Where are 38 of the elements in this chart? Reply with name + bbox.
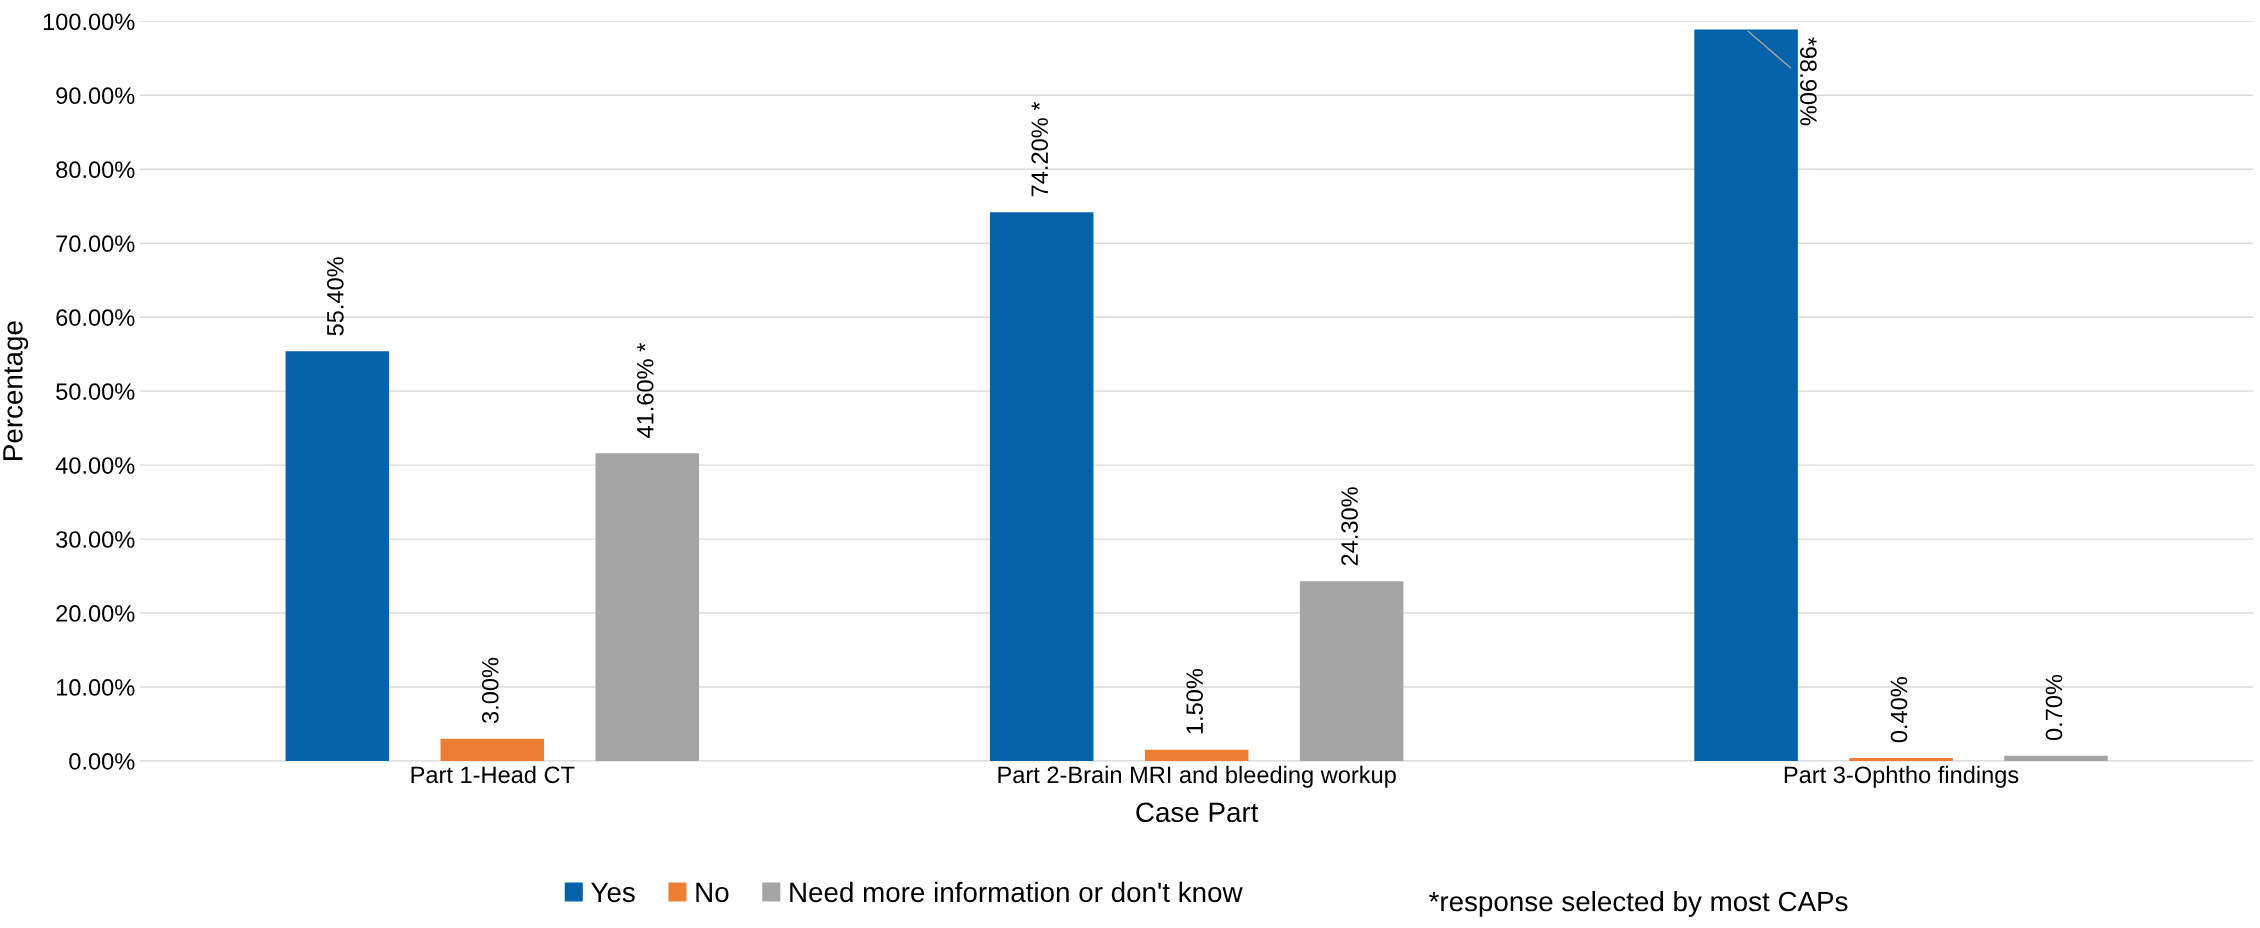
data-label: 0.70% [2045,674,2063,741]
bar [989,212,1094,761]
legend-label: No [696,882,729,903]
data-label: 55.40% [326,257,344,336]
legend-label: Yes [591,882,635,903]
y-tick-label: 10.00% [56,679,135,696]
y-tick-label: 0.00% [69,753,135,770]
y-tick-label: 40.00% [55,457,135,474]
bar [595,453,700,761]
x-tick-label: Part 2-Brain MRI and bleeding workup [998,765,1396,788]
x-tick-label: Part 1-Head CT [411,765,575,784]
y-tick-label: 80.00% [56,161,135,179]
text: *response selected by most CAPs [1428,890,1848,917]
y-tick-label: 30.00% [56,531,135,548]
bar [2004,755,2108,761]
y-axis-title: Percentage [3,321,29,460]
data-label: *98.90% [1800,37,1817,126]
data-label: 41.60% * [636,343,654,438]
y-tick-label: 90.00% [56,87,135,105]
x-axis-title: Case Part [1136,802,1259,823]
data-label: 1.50% [1186,668,1204,734]
bar [440,738,545,761]
legend-label: Need more information or don't know [790,881,1243,903]
y-tick-label: 100.00% [43,13,135,31]
data-label: 74.20% * [1031,101,1049,197]
data-label: 3.00% [481,657,499,724]
x-tick-label: Part 3-Ophtho findings [1784,765,2019,788]
bar [1694,29,1798,761]
bar [285,351,390,761]
y-tick-label: 50.00% [56,383,135,400]
bar [1849,758,1953,761]
y-tick-label: 60.00% [56,309,135,326]
bar [1144,749,1249,761]
bar [1299,581,1404,761]
y-tick-label: 70.00% [56,235,135,253]
y-tick-label: 20.00% [56,605,135,622]
data-label: 0.40% [1890,677,1908,743]
data-label: 24.30% [1341,487,1358,566]
